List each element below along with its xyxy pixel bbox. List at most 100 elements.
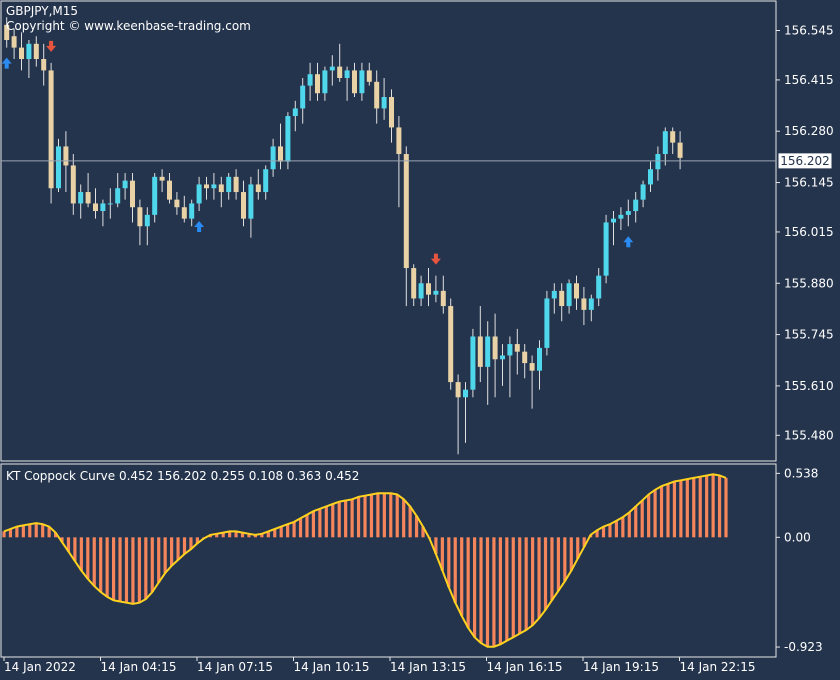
candle [426, 268, 431, 307]
candle [122, 173, 128, 200]
price-axis[interactable]: 156.545 156.415 156.280 156.145 156.015 155.8… [776, 24, 834, 443]
histogram-bar [157, 537, 161, 583]
candle [100, 199, 106, 227]
bearish-candle-body [677, 142, 683, 158]
bullish-candle-body [26, 43, 32, 60]
candle [226, 173, 232, 200]
histogram-bar [698, 476, 702, 538]
histogram-bar [479, 537, 483, 644]
time-tick-label: 14 Jan 07:15 [197, 660, 273, 674]
histogram-bar [582, 537, 586, 547]
bearish-candle-body [315, 74, 320, 94]
histogram-bar [34, 523, 38, 538]
bearish-candle-body [492, 336, 498, 360]
indicator-tick-label: 0.00 [784, 530, 811, 544]
candle [381, 78, 387, 120]
bullish-candle-body [544, 298, 550, 348]
bullish-candle-body [285, 116, 291, 162]
histogram-bar [717, 475, 722, 538]
histogram-bar [124, 537, 129, 603]
signal-arrows-layer [1, 40, 634, 265]
histogram-bar [524, 537, 528, 631]
bearish-candle-body [440, 290, 446, 307]
bearish-candle-body [352, 70, 357, 94]
histogram-bar [273, 529, 277, 538]
indicator-pane[interactable]: KT Coppock Curve 0.452 156.202 0.255 0.1… [0, 463, 777, 658]
histogram-bar [685, 479, 689, 538]
histogram-bar [453, 537, 457, 603]
candle [159, 169, 165, 193]
histogram-bar [518, 537, 522, 634]
histogram-bar [163, 537, 167, 573]
sell-arrow-icon [430, 253, 441, 265]
time-tick-label: 14 Jan 04:15 [101, 660, 177, 674]
candle [233, 169, 239, 200]
candle [418, 275, 424, 307]
indicator-label: KT Coppock Curve 0.452 156.202 0.255 0.1… [6, 469, 359, 483]
histogram-bar [485, 537, 490, 647]
candle [255, 169, 261, 200]
histogram-bar [672, 481, 677, 538]
candle [196, 176, 202, 212]
candle [677, 131, 683, 170]
price-tick-label: 155.745 [784, 328, 834, 342]
histogram-bar [28, 524, 32, 538]
time-tick-label: 14 Jan 2022 [4, 660, 76, 674]
histogram-bar [337, 501, 341, 538]
histogram-bar [228, 531, 232, 538]
histogram-bar [356, 496, 361, 538]
histogram-bar [601, 526, 606, 538]
candle [389, 89, 394, 143]
bearish-candle-body [581, 298, 587, 310]
bullish-candle-body [603, 222, 609, 276]
histogram-bar [556, 537, 560, 591]
time-tick-label: 14 Jan 13:15 [390, 660, 466, 674]
buy-arrow-icon [1, 57, 12, 69]
bullish-candle-body [322, 70, 328, 94]
bearish-candle-body [389, 97, 394, 128]
bullish-candle-body [588, 298, 594, 310]
candle [278, 123, 283, 170]
histogram-bar [389, 493, 393, 538]
bullish-candle-body [640, 184, 646, 200]
histogram-bar [182, 537, 187, 554]
histogram-bar [363, 495, 367, 538]
price-pane[interactable]: GBPJPY,M15 Copyright © www.keenbase-trad… [0, 0, 777, 462]
time-axis[interactable]: 14 Jan 2022 14 Jan 04:15 14 Jan 07:15 14 Ja… [3, 657, 755, 674]
histogram-bar [73, 537, 77, 562]
candle [107, 188, 113, 219]
bullish-candle-body [463, 389, 468, 398]
histogram-bar [305, 514, 309, 538]
histogram-bar [440, 537, 444, 571]
candle [174, 192, 180, 215]
histogram-bar [498, 537, 502, 645]
bearish-candle-body [255, 184, 261, 193]
bullish-candle-body [248, 184, 254, 219]
bearish-candle-body [19, 47, 24, 60]
bearish-candle-body [93, 203, 98, 212]
candle [477, 306, 483, 383]
candle [544, 290, 550, 356]
candle [403, 146, 409, 307]
bearish-candle-body [514, 344, 520, 352]
coppock-histogram-layer [2, 474, 728, 647]
bullish-candle-body [344, 70, 350, 79]
histogram-bar [472, 537, 477, 638]
bullish-candle-body [300, 85, 306, 109]
histogram-bar [279, 526, 283, 538]
candle [574, 275, 579, 310]
histogram-bar [344, 500, 348, 538]
candle [248, 176, 254, 238]
candle [292, 100, 298, 132]
histogram-bar [350, 499, 354, 538]
bullish-candle-body [470, 336, 476, 390]
bearish-candle-body [278, 146, 283, 162]
candle [440, 275, 446, 314]
bearish-candle-body [41, 59, 47, 71]
histogram-bar [331, 504, 335, 538]
candle [322, 66, 328, 101]
histogram-bar [369, 494, 374, 538]
candle [78, 184, 84, 219]
bullish-candle-body [329, 66, 335, 71]
histogram-bar [382, 493, 386, 538]
